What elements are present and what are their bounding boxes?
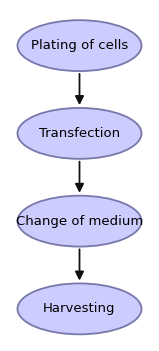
Text: Harvesting: Harvesting [43, 302, 116, 316]
Text: Plating of cells: Plating of cells [31, 39, 128, 52]
Ellipse shape [17, 196, 142, 246]
Ellipse shape [17, 108, 142, 159]
Text: Transfection: Transfection [39, 127, 120, 140]
Ellipse shape [17, 284, 142, 334]
Ellipse shape [17, 20, 142, 71]
Text: Change of medium: Change of medium [16, 214, 143, 228]
